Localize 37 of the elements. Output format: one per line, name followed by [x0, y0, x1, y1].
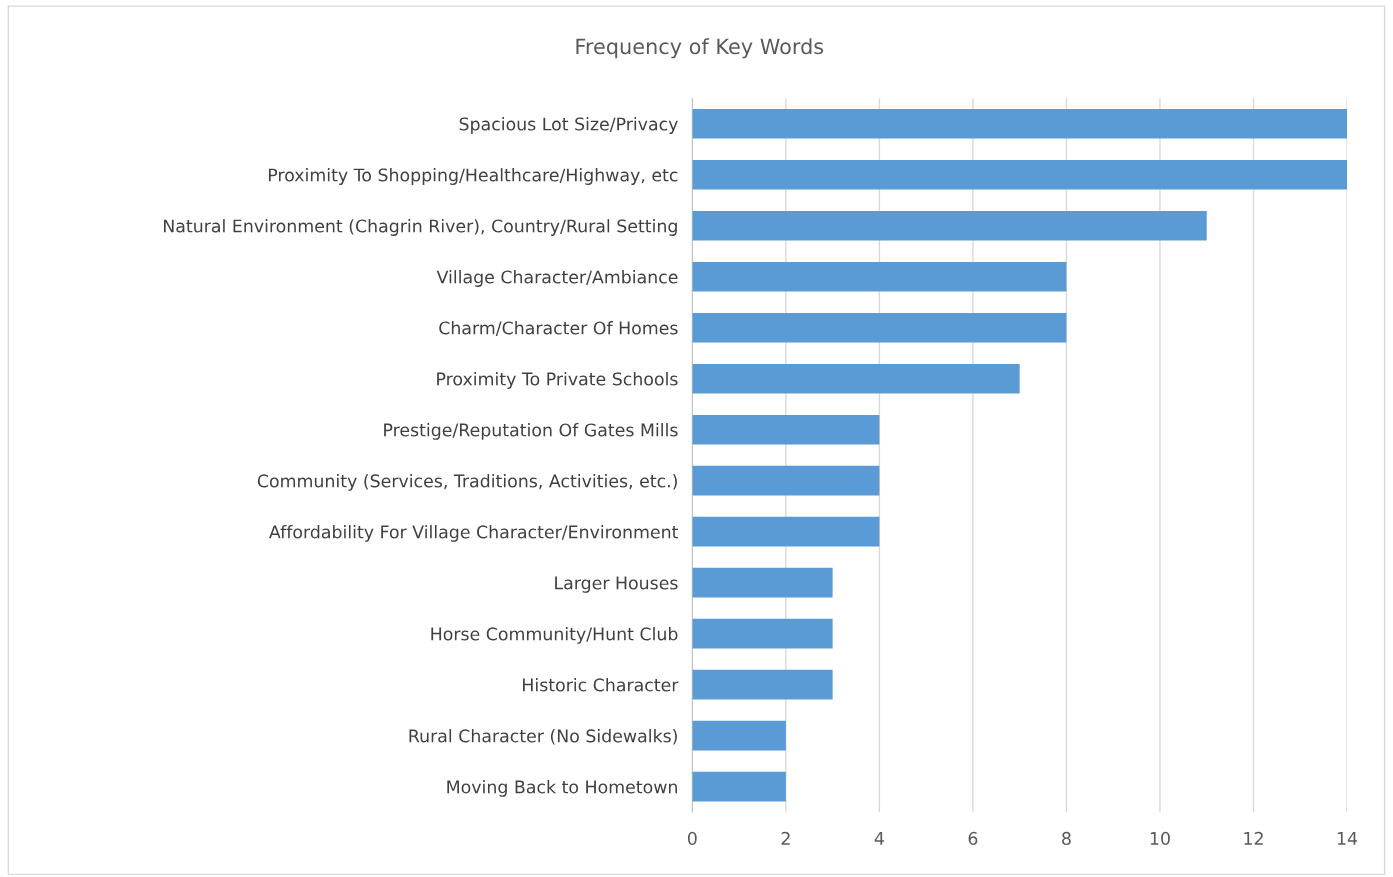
- y-tick-label: Village Character/Ambiance: [436, 270, 678, 287]
- y-tick-label: Moving Back to Hometown: [447, 780, 677, 797]
- y-tick-label: Affordability For Village Character/Environment: [269, 525, 679, 542]
- y-tick-label: Proximity To Private Schools: [437, 372, 678, 389]
- y-tick-label: Spacious Lot Size/Privacy: [459, 117, 678, 134]
- y-tick-label: Horse Community/Hunt Club: [431, 627, 678, 644]
- bar: [692, 669, 833, 700]
- y-tick-label: Rural Character (No Sidewalks): [409, 729, 677, 745]
- bar: [692, 312, 1067, 343]
- y-tick-label: Charm/Character Of Homes: [439, 321, 678, 336]
- bar: [692, 465, 880, 496]
- y-tick-label: Historic Character: [523, 678, 679, 692]
- y-tick-label: Larger Houses: [555, 576, 678, 593]
- bar: [692, 159, 1348, 190]
- x-tick-label: 4: [874, 832, 884, 845]
- x-tick-label: 12: [1244, 831, 1263, 845]
- x-tick-label: 10: [1150, 831, 1170, 845]
- y-tick-label: Proximity To Shopping/Healthcare/Highway, etc: [268, 168, 678, 185]
- bar: [692, 363, 1020, 394]
- bar: [692, 516, 880, 547]
- bar: [692, 108, 1348, 139]
- y-tick-label: Community (Services, Traditions, Activities, etc.): [257, 474, 677, 491]
- chart-title: Frequency of Key Words: [576, 38, 824, 59]
- bar: [692, 618, 833, 649]
- y-tick-label: Prestige/Reputation Of Gates Mills: [384, 423, 678, 440]
- bar: [692, 771, 786, 802]
- y-tick-label: Natural Environment (Chagrin River), Country/Rural Setting: [164, 219, 677, 236]
- x-tick-label: 2: [781, 831, 790, 845]
- x-tick-label: 6: [968, 831, 978, 845]
- bar: [692, 210, 1207, 241]
- x-tick-label: 0: [687, 831, 697, 845]
- x-tick-label: 8: [1062, 831, 1071, 845]
- bar: [692, 414, 880, 445]
- x-tick-label: 14: [1337, 832, 1358, 845]
- bar: [692, 720, 786, 751]
- bar: [692, 567, 833, 598]
- bar: [692, 261, 1067, 292]
